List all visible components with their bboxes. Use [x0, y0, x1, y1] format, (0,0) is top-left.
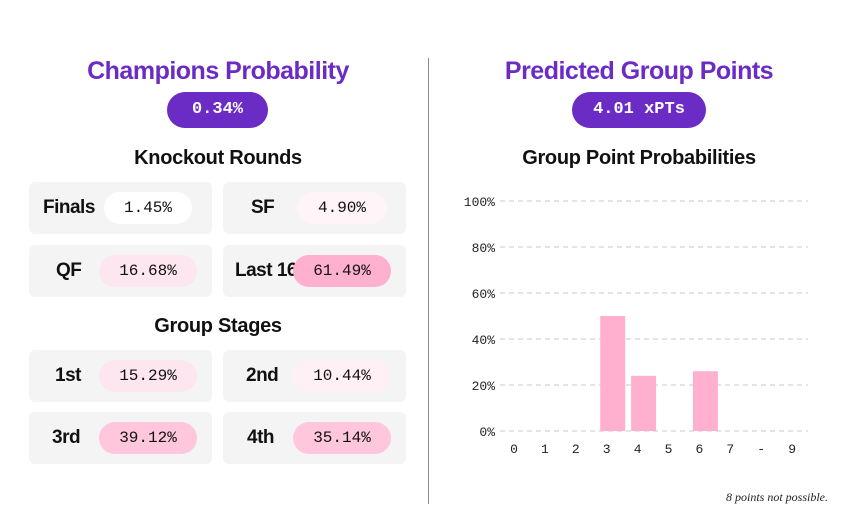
- stat-value: 1.45%: [104, 192, 192, 224]
- stat-card-2nd: 2nd 10.44%: [223, 350, 406, 402]
- champions-probability-title: Champions Probability: [87, 57, 349, 85]
- bar-4: [631, 375, 657, 431]
- x-tick-label: 3: [603, 442, 611, 457]
- y-tick-label: 0%: [479, 425, 495, 440]
- stat-card-last16: Last 16 61.49%: [223, 245, 406, 297]
- y-tick-label: 60%: [472, 287, 496, 302]
- stat-value: 15.29%: [99, 360, 197, 392]
- x-tick-label: 7: [726, 442, 734, 457]
- stat-value: 35.14%: [293, 422, 391, 454]
- panel-divider: [428, 58, 429, 504]
- x-tick-label: 6: [695, 442, 703, 457]
- stat-value: 4.90%: [297, 192, 387, 224]
- stat-label: Last 16: [235, 260, 297, 281]
- stat-label: 2nd: [246, 365, 279, 386]
- x-tick-label: 4: [634, 442, 642, 457]
- stat-card-qf: QF 16.68%: [29, 245, 212, 297]
- x-tick-label: 1: [541, 442, 549, 457]
- xpts-badge: 4.01 xPTs: [572, 92, 706, 128]
- stat-label: QF: [56, 260, 82, 281]
- stat-card-4th: 4th 35.14%: [223, 412, 406, 464]
- x-tick-label: 0: [510, 442, 518, 457]
- x-tick-label: -: [757, 442, 765, 457]
- predicted-group-points-title: Predicted Group Points: [504, 57, 774, 85]
- stat-value: 10.44%: [293, 360, 391, 392]
- stat-card-sf: SF 4.90%: [223, 182, 406, 234]
- x-tick-label: 2: [572, 442, 580, 457]
- stat-label: 3rd: [52, 427, 81, 448]
- stat-card-finals: Finals 1.45%: [29, 182, 212, 234]
- bar-6: [692, 371, 718, 431]
- x-tick-label: 9: [788, 442, 796, 457]
- stat-label: 1st: [55, 365, 81, 386]
- stat-label: SF: [251, 197, 275, 218]
- x-tick-label: 5: [665, 442, 673, 457]
- stat-value: 61.49%: [293, 255, 391, 287]
- footnote: 8 points not possible.: [725, 490, 828, 504]
- champion-probability-badge: 0.34%: [167, 92, 268, 128]
- group-point-probabilities-title: Group Point Probabilities: [522, 147, 756, 169]
- group-stages-title: Group Stages: [154, 315, 282, 337]
- y-tick-label: 80%: [472, 241, 496, 256]
- stat-value: 16.68%: [99, 255, 197, 287]
- stat-label: 4th: [247, 427, 275, 448]
- stat-card-3rd: 3rd 39.12%: [29, 412, 212, 464]
- stat-value: 39.12%: [99, 422, 197, 454]
- y-tick-label: 40%: [472, 333, 496, 348]
- stat-card-1st: 1st 15.29%: [29, 350, 212, 402]
- stat-label: Finals: [43, 197, 95, 218]
- knockout-rounds-title: Knockout Rounds: [134, 147, 302, 169]
- y-tick-label: 20%: [472, 379, 496, 394]
- y-tick-label: 100%: [464, 195, 495, 210]
- bar-3: [600, 316, 626, 431]
